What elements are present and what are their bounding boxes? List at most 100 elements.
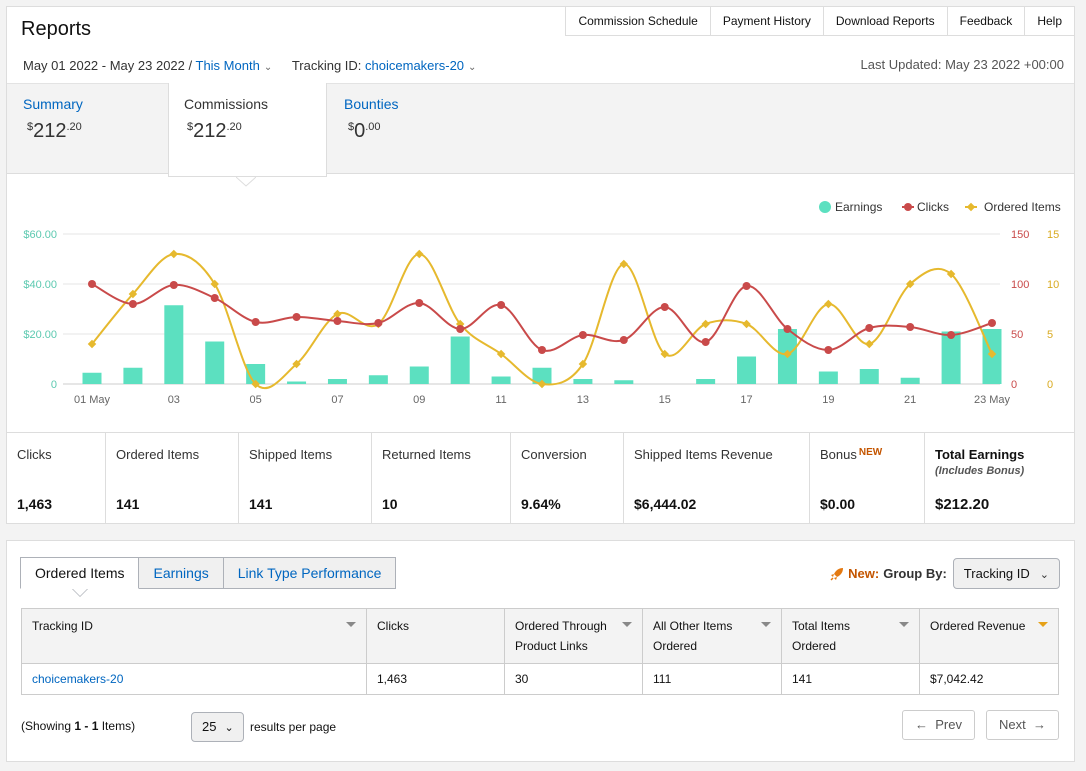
cell-tracking-id-link[interactable]: choicemakers-20 bbox=[21, 663, 367, 695]
clicks-point bbox=[292, 313, 301, 321]
tab-commissions-label: Commissions bbox=[184, 96, 269, 112]
ordered-items-point bbox=[987, 349, 997, 359]
ordered-items-point bbox=[333, 309, 342, 319]
y-right-clicks-tick-label: 150 bbox=[1011, 229, 1029, 241]
clicks-point bbox=[251, 318, 260, 326]
arrow-right-icon: → bbox=[1032, 717, 1046, 732]
y-left-tick-label: $60.00 bbox=[23, 229, 57, 241]
ordered-items-point bbox=[619, 259, 629, 269]
legend-earnings-marker bbox=[819, 201, 831, 213]
cell-ordered-revenue: $7,042.42 bbox=[919, 663, 1059, 695]
clicks-point bbox=[333, 317, 342, 325]
ordered-items-point bbox=[251, 379, 260, 389]
col-tracking-id[interactable]: Tracking ID bbox=[21, 608, 367, 664]
stat-shipped-items: Shipped Items 141 bbox=[239, 433, 372, 524]
sort-icon[interactable] bbox=[899, 622, 909, 627]
stat-shipped-revenue: Shipped Items Revenue $6,444.02 bbox=[624, 433, 810, 524]
prev-button[interactable]: ← Prev bbox=[902, 710, 975, 740]
per-page-select[interactable]: 25 ⌄ bbox=[191, 712, 244, 742]
x-tick-label: 21 bbox=[904, 394, 916, 406]
tab-commissions-amount: $212.20 bbox=[187, 120, 242, 142]
nav-download-reports[interactable]: Download Reports bbox=[822, 6, 947, 36]
cell-clicks: 1,463 bbox=[366, 663, 505, 695]
clicks-point bbox=[456, 325, 465, 333]
nav-payment-history[interactable]: Payment History bbox=[709, 6, 823, 36]
ordered-items-point bbox=[128, 289, 138, 299]
col-ordered-through-links[interactable]: Ordered Through Product Links bbox=[504, 608, 643, 664]
x-tick-label: 01 May bbox=[74, 394, 111, 406]
groupby-new: New: bbox=[848, 566, 880, 581]
stat-value: 9.64% bbox=[521, 496, 561, 512]
legend-ordered-marker bbox=[966, 202, 976, 212]
y-right-ordered-tick-label: 15 bbox=[1047, 229, 1059, 241]
stat-label: Returned Items bbox=[382, 447, 471, 462]
reports-panel: Reports Commission Schedule Payment Hist… bbox=[6, 6, 1075, 524]
sort-icon[interactable] bbox=[622, 622, 632, 627]
sort-icon[interactable] bbox=[346, 622, 356, 627]
x-tick-label: 23 May bbox=[974, 394, 1011, 406]
y-right-clicks-tick-label: 0 bbox=[1011, 379, 1017, 391]
ordered-items-point bbox=[578, 359, 588, 369]
clicks-point bbox=[701, 338, 710, 346]
ordered-items-table: Tracking ID Clicks Ordered Through Produ… bbox=[21, 608, 1059, 695]
chevron-down-icon: ⌄ bbox=[263, 62, 273, 73]
tab-summary-amount: $212.20 bbox=[27, 120, 82, 142]
earnings-bar bbox=[859, 369, 879, 384]
date-preset-dropdown[interactable]: This Month bbox=[195, 58, 260, 73]
col-other-items[interactable]: All Other Items Ordered bbox=[642, 608, 782, 664]
legend-earnings-label: Earnings bbox=[835, 200, 882, 214]
date-range-text: May 01 2022 - May 23 2022 / bbox=[23, 58, 193, 73]
earnings-bar bbox=[737, 356, 757, 384]
stat-label: Total Earnings (Includes Bonus) bbox=[935, 447, 1025, 477]
ordered-items-point bbox=[905, 279, 915, 289]
stat-value: $212.20 bbox=[935, 496, 990, 513]
sort-icon[interactable] bbox=[1038, 622, 1048, 627]
y-right-ordered-tick-label: 0 bbox=[1047, 379, 1053, 391]
groupby-select[interactable]: Tracking ID ⌄ bbox=[952, 558, 1060, 589]
clicks-point bbox=[783, 325, 792, 333]
clicks-point bbox=[88, 280, 96, 288]
x-tick-label: 07 bbox=[331, 394, 343, 406]
clicks-point bbox=[988, 319, 996, 327]
next-button[interactable]: Next → bbox=[986, 710, 1059, 740]
x-tick-label: 11 bbox=[495, 394, 506, 406]
tab-earnings[interactable]: Earnings bbox=[138, 557, 224, 589]
sort-icon[interactable] bbox=[761, 622, 771, 627]
stat-value: 1,463 bbox=[17, 496, 53, 512]
clicks-point bbox=[374, 319, 383, 327]
earnings-bar bbox=[287, 381, 307, 384]
tab-link-type-performance[interactable]: Link Type Performance bbox=[222, 557, 397, 589]
chevron-down-icon: ⌄ bbox=[224, 722, 234, 734]
y-right-ordered-tick-label: 10 bbox=[1047, 279, 1059, 291]
top-nav: Commission Schedule Payment History Down… bbox=[565, 6, 1075, 36]
stat-value: 141 bbox=[116, 496, 140, 512]
clicks-point bbox=[619, 336, 628, 344]
col-total-items[interactable]: Total Items Ordered bbox=[781, 608, 920, 664]
y-left-tick-label: $20.00 bbox=[23, 329, 57, 341]
col-ordered-revenue[interactable]: Ordered Revenue bbox=[919, 608, 1059, 664]
report-table-panel: Ordered Items Earnings Link Type Perform… bbox=[6, 540, 1075, 762]
chevron-down-icon: ⌄ bbox=[1039, 569, 1049, 581]
nav-help[interactable]: Help bbox=[1024, 6, 1075, 36]
arrow-left-icon: ← bbox=[915, 717, 928, 732]
ordered-items-point bbox=[292, 359, 301, 369]
page-title: Reports bbox=[21, 18, 92, 40]
clicks-point bbox=[906, 323, 915, 331]
tab-commissions[interactable]: Commissions $212.20 bbox=[168, 83, 327, 177]
tracking-id-dropdown[interactable]: choicemakers-20 bbox=[365, 58, 465, 73]
ordered-items-point bbox=[783, 349, 792, 359]
tab-ordered-items[interactable]: Ordered Items bbox=[20, 557, 140, 597]
stat-clicks: Clicks 1,463 bbox=[7, 433, 106, 524]
clicks-point bbox=[865, 324, 874, 332]
groupby-label: Group By: bbox=[883, 566, 947, 581]
legend-clicks-label: Clicks bbox=[917, 200, 949, 214]
earnings-bar bbox=[123, 367, 143, 384]
stat-label: Ordered Items bbox=[116, 447, 200, 462]
nav-commission-schedule[interactable]: Commission Schedule bbox=[565, 6, 710, 36]
stat-label: Shipped Items Revenue bbox=[634, 447, 773, 462]
cell-ordered-through-links: 30 bbox=[504, 663, 643, 695]
ordered-items-point bbox=[946, 269, 956, 279]
nav-feedback[interactable]: Feedback bbox=[946, 6, 1025, 36]
table-header-row: Tracking ID Clicks Ordered Through Produ… bbox=[21, 608, 1059, 664]
earnings-bar bbox=[409, 366, 429, 384]
